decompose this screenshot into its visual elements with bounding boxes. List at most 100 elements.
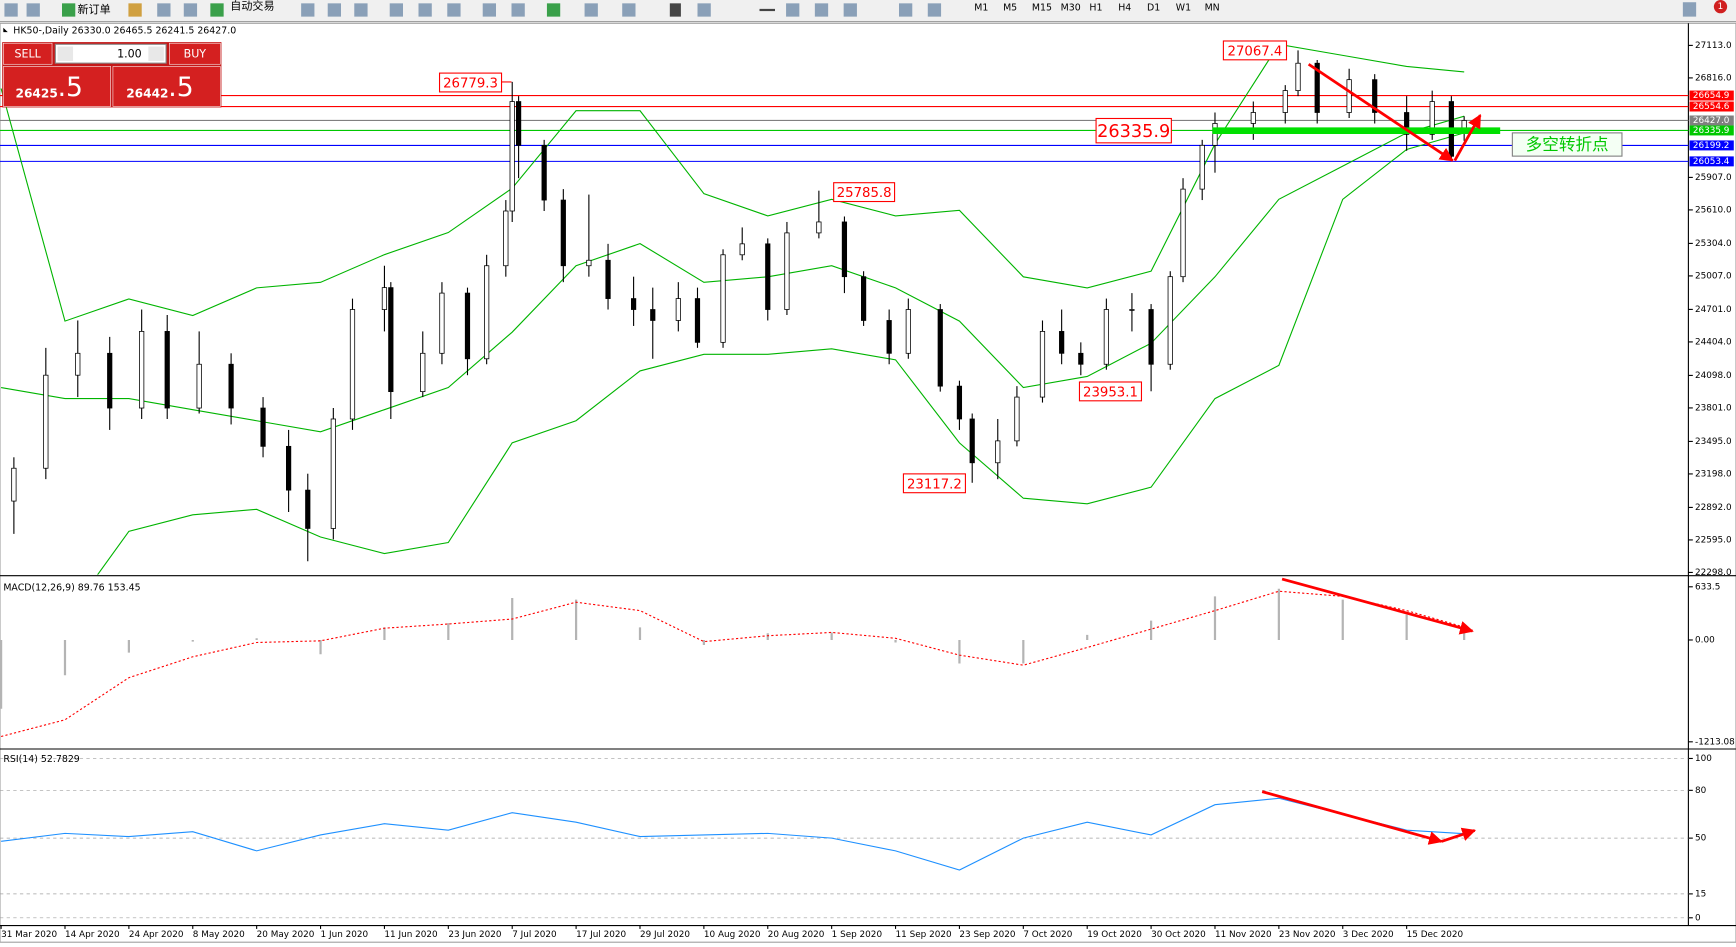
icon[interactable] [546, 3, 561, 17]
candle-body [509, 101, 515, 212]
icon[interactable] [927, 3, 942, 17]
bid-price: 26425 [16, 87, 58, 101]
y-tick-label: 27113.0 [1695, 41, 1732, 51]
price-level-label: 26654.9 [1693, 91, 1730, 101]
candle-body [164, 331, 170, 409]
y-tick-label: 100 [1695, 754, 1712, 764]
notification-badge[interactable] [1713, 0, 1728, 14]
icon[interactable] [899, 3, 913, 17]
candle-body [765, 243, 771, 310]
icon[interactable] [26, 3, 40, 17]
bollinger-band [1, 115, 1465, 433]
candle-body [1282, 90, 1288, 113]
y-tick-label: 23495.0 [1695, 437, 1732, 447]
icon[interactable] [786, 3, 800, 17]
icon[interactable] [511, 3, 525, 17]
y-tick-label: 22892.0 [1695, 503, 1732, 513]
candle-body [420, 352, 426, 393]
icon[interactable] [759, 8, 776, 12]
timeframe-button[interactable]: M5 [1003, 2, 1017, 13]
candle-body [1078, 352, 1084, 365]
icon[interactable] [1682, 2, 1697, 17]
icon[interactable] [622, 3, 636, 17]
icon[interactable] [4, 3, 18, 17]
candle-body [1295, 62, 1301, 91]
timeframe-button[interactable]: W1 [1176, 2, 1191, 13]
timeframe-button[interactable]: H4 [1118, 2, 1131, 13]
icon[interactable] [301, 3, 315, 17]
buy-price-box[interactable] [112, 66, 221, 107]
candle-body [139, 331, 145, 409]
annotation-box [1078, 381, 1143, 402]
candle-body [720, 254, 726, 343]
sell-price-box[interactable] [3, 66, 111, 107]
icon[interactable] [157, 3, 171, 17]
y-tick-label: 50 [1695, 834, 1707, 844]
candle-body [1014, 396, 1020, 442]
sell-label: SELL [15, 47, 42, 60]
icon[interactable] [62, 3, 76, 17]
icon[interactable] [447, 3, 461, 17]
icon[interactable] [669, 3, 681, 17]
x-tick-label: 30 Oct 2020 [1151, 930, 1206, 940]
sell-button[interactable] [3, 42, 53, 65]
icon[interactable] [210, 3, 224, 17]
y-tick-label: -1213.08 [1695, 737, 1735, 747]
candle-body [630, 298, 637, 310]
buy-button[interactable] [169, 42, 221, 65]
x-tick-label: 11 Sep 2020 [896, 930, 952, 940]
icon[interactable] [814, 3, 829, 17]
candle-body [11, 467, 17, 502]
y-tick-label: 24098.0 [1695, 371, 1732, 381]
lot-up[interactable] [148, 46, 164, 61]
lot-down[interactable] [57, 46, 74, 61]
icon[interactable] [697, 3, 711, 17]
lot-value: 1.00 [117, 47, 142, 60]
lot-input[interactable] [54, 43, 167, 64]
candle-body [381, 287, 388, 310]
icon[interactable] [843, 3, 857, 17]
price-level-tag [1689, 140, 1734, 151]
auto-trading-button[interactable]: 自动交易 [230, 0, 274, 13]
candle-body [228, 363, 234, 409]
bollinger-band [96, 132, 1465, 575]
toolbar-icons [4, 2, 1697, 17]
candle-body [43, 374, 49, 469]
collapse-icon[interactable] [3, 27, 8, 33]
timeframe-button[interactable]: M15 [1032, 2, 1052, 13]
y-tick-label: 23198.0 [1695, 469, 1732, 479]
timeframe-button[interactable]: M1 [974, 2, 988, 13]
icon[interactable] [389, 3, 403, 17]
candle-body [305, 489, 311, 529]
annotation-label: 多空转折点 [1526, 135, 1609, 154]
candle-body [286, 445, 292, 491]
price-level-label: 26053.4 [1693, 157, 1730, 167]
timeframe-button[interactable]: MN [1205, 2, 1220, 13]
icon[interactable] [327, 3, 341, 17]
timeframe-button[interactable]: H1 [1089, 2, 1102, 13]
x-tick-label: 20 May 2020 [257, 930, 315, 940]
chart-title: HK50-,Daily 26330.0 26465.5 26241.5 2642… [13, 26, 236, 37]
annotation-label: 23117.2 [907, 477, 962, 492]
y-tick-label: 633.5 [1695, 582, 1720, 592]
icon[interactable] [183, 3, 198, 17]
candle-body [675, 298, 681, 321]
candle-body [464, 292, 471, 360]
icon[interactable] [584, 3, 598, 17]
timeframe-button[interactable]: D1 [1147, 2, 1160, 13]
macd-title: MACD(12,26,9) 89.76 153.45 [3, 582, 140, 593]
x-tick-label: 23 Jun 2020 [448, 930, 502, 940]
x-tick-label: 15 Dec 2020 [1407, 930, 1464, 940]
new-order-button[interactable]: 新订单 [78, 2, 111, 16]
icon[interactable] [418, 3, 432, 17]
candle-body [107, 352, 113, 409]
trend-arrow [1441, 827, 1477, 843]
price-level-label: 26199.2 [1693, 141, 1730, 151]
icon[interactable] [354, 3, 368, 17]
timeframe-button[interactable]: M30 [1061, 2, 1081, 13]
annotation-label: 26335.9 [1097, 122, 1170, 142]
candle-body [816, 221, 822, 234]
icon[interactable] [128, 3, 142, 17]
notification-count: 1 [1718, 2, 1724, 12]
icon[interactable] [482, 3, 496, 17]
